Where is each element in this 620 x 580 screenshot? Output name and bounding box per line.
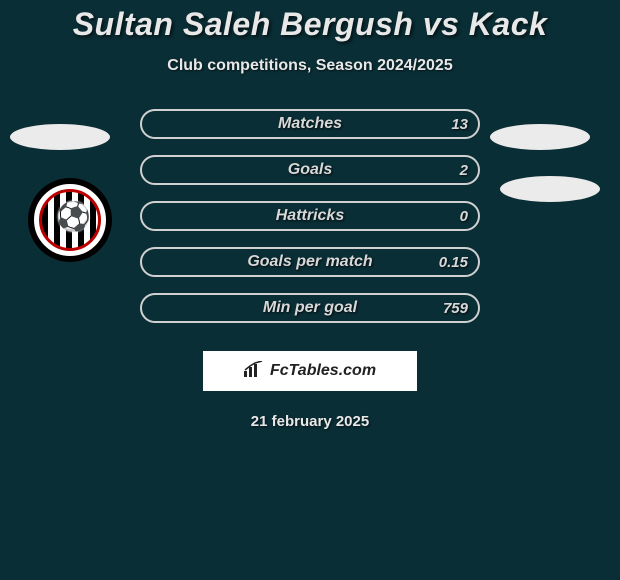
stat-bar: Hattricks0	[140, 201, 480, 231]
club-badge-stripes: ⚽	[39, 189, 101, 251]
stat-label: Goals per match	[142, 253, 478, 271]
stat-label: Hattricks	[142, 207, 478, 225]
stat-right-value: 13	[451, 116, 468, 133]
stat-bar: Goals2	[140, 155, 480, 185]
stat-label: Matches	[142, 115, 478, 133]
stat-label: Min per goal	[142, 299, 478, 317]
stat-bar: Goals per match0.15	[140, 247, 480, 277]
stat-right-value: 2	[460, 162, 468, 179]
page-title: Sultan Saleh Bergush vs Kack	[0, 0, 620, 43]
brand-box: FcTables.com	[201, 349, 419, 393]
stat-right-value: 0.15	[439, 254, 468, 271]
comparison-infographic: Sultan Saleh Bergush vs Kack Club compet…	[0, 0, 620, 580]
stat-row: Min per goal759	[0, 285, 620, 331]
brand-chart-icon	[244, 361, 264, 382]
page-subtitle: Club competitions, Season 2024/2025	[0, 57, 620, 75]
club-badge-icon: ⚽	[56, 200, 91, 233]
player-ellipse	[500, 176, 600, 202]
player-ellipse	[490, 124, 590, 150]
stat-right-value: 0	[460, 208, 468, 225]
stat-label: Goals	[142, 161, 478, 179]
brand-text: FcTables.com	[270, 362, 376, 380]
stat-bar: Min per goal759	[140, 293, 480, 323]
club-badge-left: ⚽	[28, 178, 112, 262]
player-ellipse	[10, 124, 110, 150]
footer-date: 21 february 2025	[0, 413, 620, 430]
stat-bar: Matches13	[140, 109, 480, 139]
stat-right-value: 759	[443, 300, 468, 317]
